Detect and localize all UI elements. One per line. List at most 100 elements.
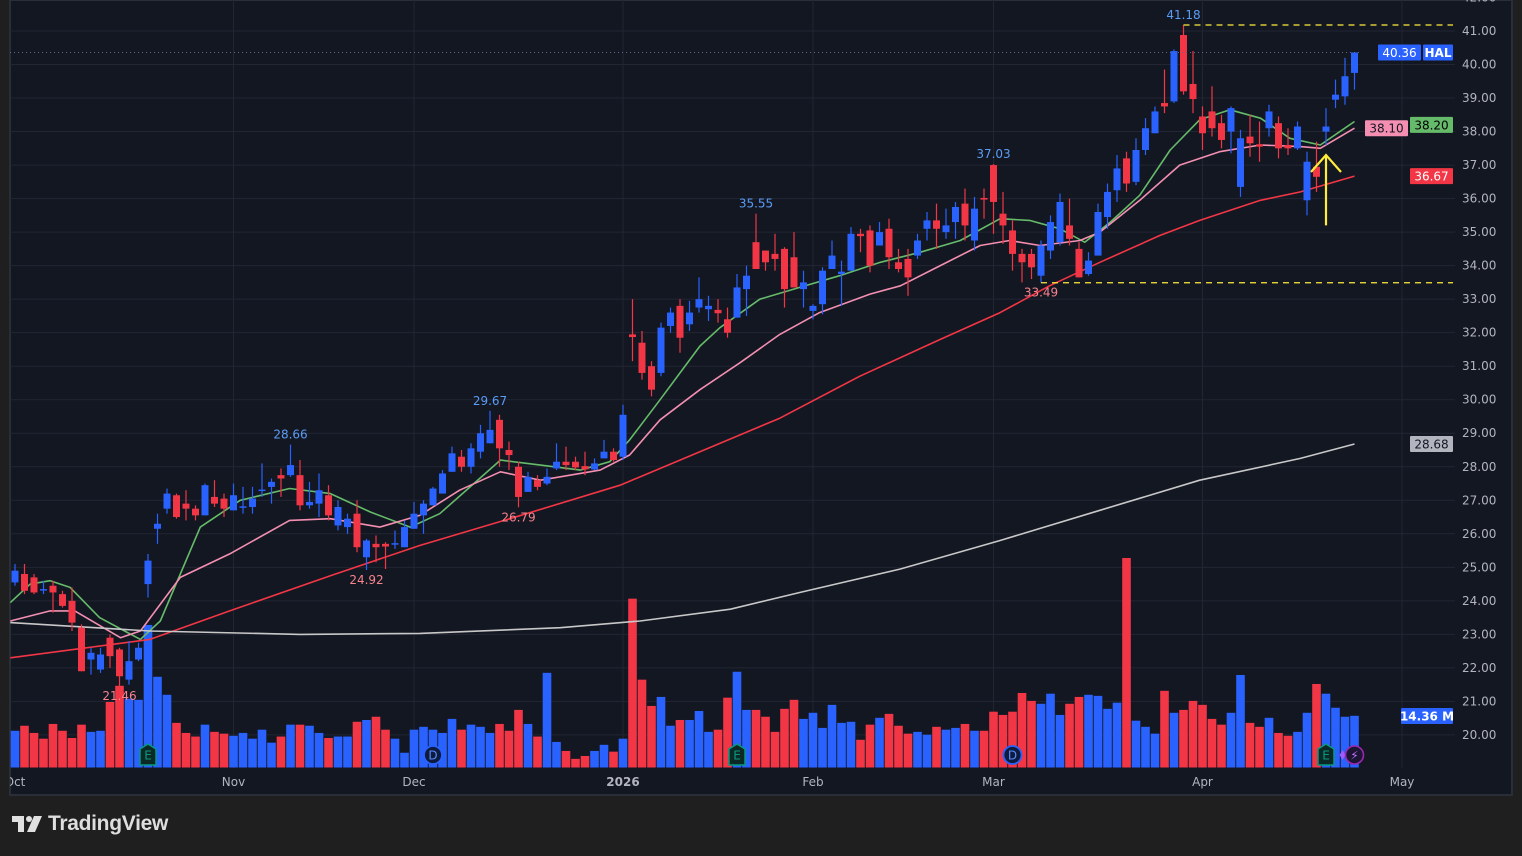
candle-body xyxy=(686,312,693,325)
candle xyxy=(714,299,722,323)
volume-bar xyxy=(1065,703,1074,768)
candle xyxy=(695,277,703,313)
candle-body xyxy=(230,495,237,511)
candle-body xyxy=(249,498,256,507)
candle-body xyxy=(610,451,617,461)
price-tick-label: 30.00 xyxy=(1462,393,1496,407)
price-tick-label: 31.00 xyxy=(1462,359,1496,373)
candle xyxy=(676,299,684,353)
price-label-text: 28.68 xyxy=(1414,437,1448,451)
candle-body xyxy=(572,461,579,468)
candle xyxy=(1208,86,1216,137)
volume-bar xyxy=(751,709,761,768)
chart-pane[interactable] xyxy=(9,0,1513,796)
candle-body xyxy=(1189,83,1197,100)
dividend-icon[interactable]: D xyxy=(1002,745,1023,765)
price-tick-label: 42.00 xyxy=(1462,0,1496,4)
high-label: 35.55 xyxy=(739,197,773,211)
candle xyxy=(249,486,256,514)
candle-body xyxy=(372,543,380,548)
event-glyph: ⚡ xyxy=(1350,749,1358,763)
price-axis[interactable]: 20.00 21.00 22.00 23.00 24.00 25.00 26.00 27.00… xyxy=(1365,0,1496,742)
price-label-text: 40.36 xyxy=(1382,46,1416,60)
candle-body xyxy=(724,319,731,333)
candle-body xyxy=(838,271,845,275)
candle-body xyxy=(1113,168,1121,191)
volume-bar xyxy=(599,744,609,768)
volume-bar xyxy=(1131,720,1141,768)
candle-body xyxy=(1161,103,1168,107)
candle-body xyxy=(1265,111,1273,129)
low-label: 26.79 xyxy=(501,510,535,524)
candle xyxy=(657,322,665,377)
volume-bar xyxy=(1141,726,1150,768)
volume-bar xyxy=(609,751,618,768)
candle xyxy=(543,468,551,486)
price-tick-label: 24.00 xyxy=(1462,594,1496,608)
candle-body xyxy=(828,255,836,269)
earnings-badge xyxy=(139,743,157,766)
price-label-box xyxy=(1378,44,1421,61)
candle xyxy=(866,225,874,273)
candle-body xyxy=(296,475,304,506)
event-glyph: D xyxy=(1008,749,1017,763)
candle xyxy=(505,441,513,471)
price-tick-label: 35.00 xyxy=(1462,225,1496,239)
candle-body xyxy=(1132,149,1140,182)
candle xyxy=(961,188,969,241)
time-axis[interactable]: Oct Nov Dec 2026 Feb Mar Apr May xyxy=(5,775,1415,789)
candle xyxy=(1246,114,1254,157)
volume-bar xyxy=(115,685,124,768)
candle xyxy=(144,553,152,598)
candle xyxy=(619,404,627,461)
earnings-icon[interactable]: E xyxy=(1317,743,1335,766)
earnings-icon[interactable]: E xyxy=(728,743,746,766)
tradingview-logo[interactable]: TradingView xyxy=(12,812,168,836)
candle-body xyxy=(420,503,427,516)
volume-bar xyxy=(818,727,827,768)
time-tick-label: Apr xyxy=(1192,775,1213,789)
volume-bar xyxy=(343,736,352,768)
price-tick-label: 26.00 xyxy=(1462,527,1496,541)
earnings-badge xyxy=(728,743,746,766)
volume-bar xyxy=(476,726,485,768)
volume-bar xyxy=(1236,674,1245,768)
volume-bar xyxy=(200,724,210,768)
candle xyxy=(667,307,674,333)
dividend-icon[interactable]: D xyxy=(423,745,443,765)
candle-body xyxy=(1009,230,1016,254)
volume-bar xyxy=(10,730,20,768)
price-label: 38.20 xyxy=(1410,116,1453,133)
candle xyxy=(1180,24,1187,95)
candle-body xyxy=(1313,166,1320,177)
candle xyxy=(914,233,921,259)
candle-body xyxy=(1322,126,1330,132)
candle-body xyxy=(192,508,199,516)
candle xyxy=(258,463,266,497)
volume-bar xyxy=(561,750,571,768)
candle xyxy=(268,478,275,504)
candle-body xyxy=(980,197,988,200)
volume-bar xyxy=(979,730,989,768)
candle-body xyxy=(1151,111,1159,134)
volume-bar xyxy=(1036,703,1046,768)
candle xyxy=(1113,155,1121,202)
candle xyxy=(296,460,304,511)
candle xyxy=(933,203,940,249)
candle-body xyxy=(1104,191,1111,218)
candle xyxy=(382,542,389,569)
low-label: 33.49 xyxy=(1024,286,1058,300)
candle-body xyxy=(1341,76,1349,97)
volume-bar xyxy=(210,731,219,768)
volume-bar xyxy=(447,718,457,768)
candle-body xyxy=(591,463,598,470)
earnings-icon[interactable]: E xyxy=(139,743,157,766)
flash-badge xyxy=(1344,745,1365,765)
time-tick-label: Nov xyxy=(222,775,245,789)
volume-bar xyxy=(799,718,808,768)
volume-bar xyxy=(267,742,276,768)
volume-bar xyxy=(685,719,694,768)
lightning-icon[interactable]: ⚡ xyxy=(1339,745,1365,765)
volume-label-text: 14.36 M xyxy=(1400,710,1454,724)
